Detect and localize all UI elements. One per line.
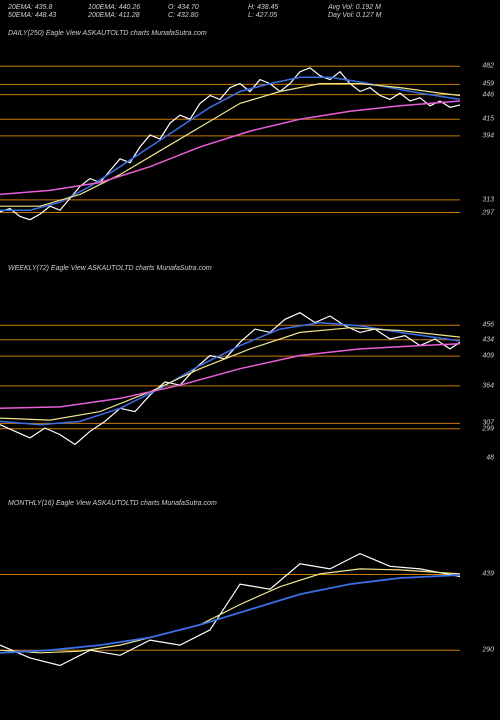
tick-label: 48 xyxy=(486,454,494,461)
stat-cell: H: 438.45 xyxy=(248,4,318,12)
header-row-2: 50EMA: 448.43 200EMA: 411.28 C: 432.80 L: 4… xyxy=(8,12,398,20)
tick-label: 297 xyxy=(482,209,494,216)
stat-cell: 200EMA: 411.28 xyxy=(88,12,158,20)
stat-cell: 100EMA: 440.26 xyxy=(88,4,158,12)
header-row-1: 20EMA: 435.8 100EMA: 440.26 O: 434.70 H: 43… xyxy=(8,4,398,12)
chart-panel: WEEKLY(72) Eagle View ASKAUTOLTD charts … xyxy=(0,265,500,465)
series-line xyxy=(0,323,460,425)
series-line xyxy=(0,575,460,653)
stat-cell: 20EMA: 435.8 xyxy=(8,4,78,12)
stat-cell: L: 427.05 xyxy=(248,12,318,20)
stat-cell: Day Vol: 0.127 M xyxy=(328,12,398,20)
series-line xyxy=(0,77,460,210)
chart-panel: MONTHLY(16) Eagle View ASKAUTOLTD charts… xyxy=(0,500,500,700)
header-stats: 20EMA: 435.8 100EMA: 440.26 O: 434.70 H: 43… xyxy=(8,4,398,21)
y-axis: 482 459 446 415 394 313 297 xyxy=(460,48,498,226)
chart-svg xyxy=(0,518,460,696)
tick-label: 482 xyxy=(482,63,494,70)
tick-label: 409 xyxy=(482,353,494,360)
stat-cell: O: 434.70 xyxy=(168,4,238,12)
series-line xyxy=(0,569,460,653)
chart-svg xyxy=(0,283,460,461)
tick-label: 415 xyxy=(482,116,494,123)
chart-panel: DAILY(250) Eagle View ASKAUTOLTD charts … xyxy=(0,30,500,230)
chart-svg xyxy=(0,48,460,226)
series-line xyxy=(0,313,460,445)
tick-label: 313 xyxy=(482,196,494,203)
panel-title: DAILY(250) Eagle View ASKAUTOLTD charts … xyxy=(8,30,207,37)
tick-label: 394 xyxy=(482,132,494,139)
tick-label: 439 xyxy=(482,571,494,578)
stat-cell: Avg Vol: 0.192 M xyxy=(328,4,398,12)
stat-cell: C: 432.80 xyxy=(168,12,238,20)
tick-label: 299 xyxy=(482,425,494,432)
tick-label: 434 xyxy=(482,336,494,343)
tick-label: 456 xyxy=(482,322,494,329)
y-axis: 439 290 xyxy=(460,518,498,696)
y-axis: 48456434409364307299 xyxy=(460,283,498,461)
panel-title: MONTHLY(16) Eagle View ASKAUTOLTD charts… xyxy=(8,500,217,507)
tick-label: 290 xyxy=(482,647,494,654)
tick-label: 459 xyxy=(482,81,494,88)
tick-label: 364 xyxy=(482,382,494,389)
tick-label: 446 xyxy=(482,91,494,98)
series-line xyxy=(0,101,460,194)
panel-title: WEEKLY(72) Eagle View ASKAUTOLTD charts … xyxy=(8,265,212,272)
stat-cell: 50EMA: 448.43 xyxy=(8,12,78,20)
